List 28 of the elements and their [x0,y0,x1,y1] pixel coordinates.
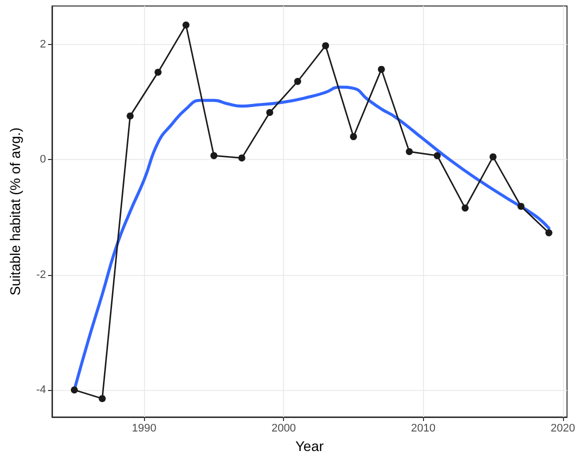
point [294,78,302,85]
point [545,229,552,236]
point [490,153,497,160]
point [154,68,162,76]
y-tick-label: 0 [40,154,46,166]
point [517,202,524,210]
point [210,152,218,160]
point [462,204,469,212]
point [378,66,385,73]
x-tick-label: 2000 [271,422,296,434]
point [434,152,441,160]
y-tick-label: -2 [36,268,46,281]
point [350,133,357,140]
point [98,395,106,402]
x-tick-label: 1990 [132,422,156,434]
point [126,112,134,120]
y-tick-label: -4 [36,384,46,396]
y-axis-title: Suitable habitat (% of avg.) [7,127,23,296]
point [70,386,78,394]
point [322,42,330,50]
point [406,148,413,156]
point [238,154,246,162]
y-tick-label: 2 [40,38,46,51]
x-axis-title: Year [295,438,324,454]
point [266,108,274,116]
x-tick-label: 2010 [411,422,436,434]
point [182,21,190,28]
x-tick-label: 2020 [550,422,576,434]
